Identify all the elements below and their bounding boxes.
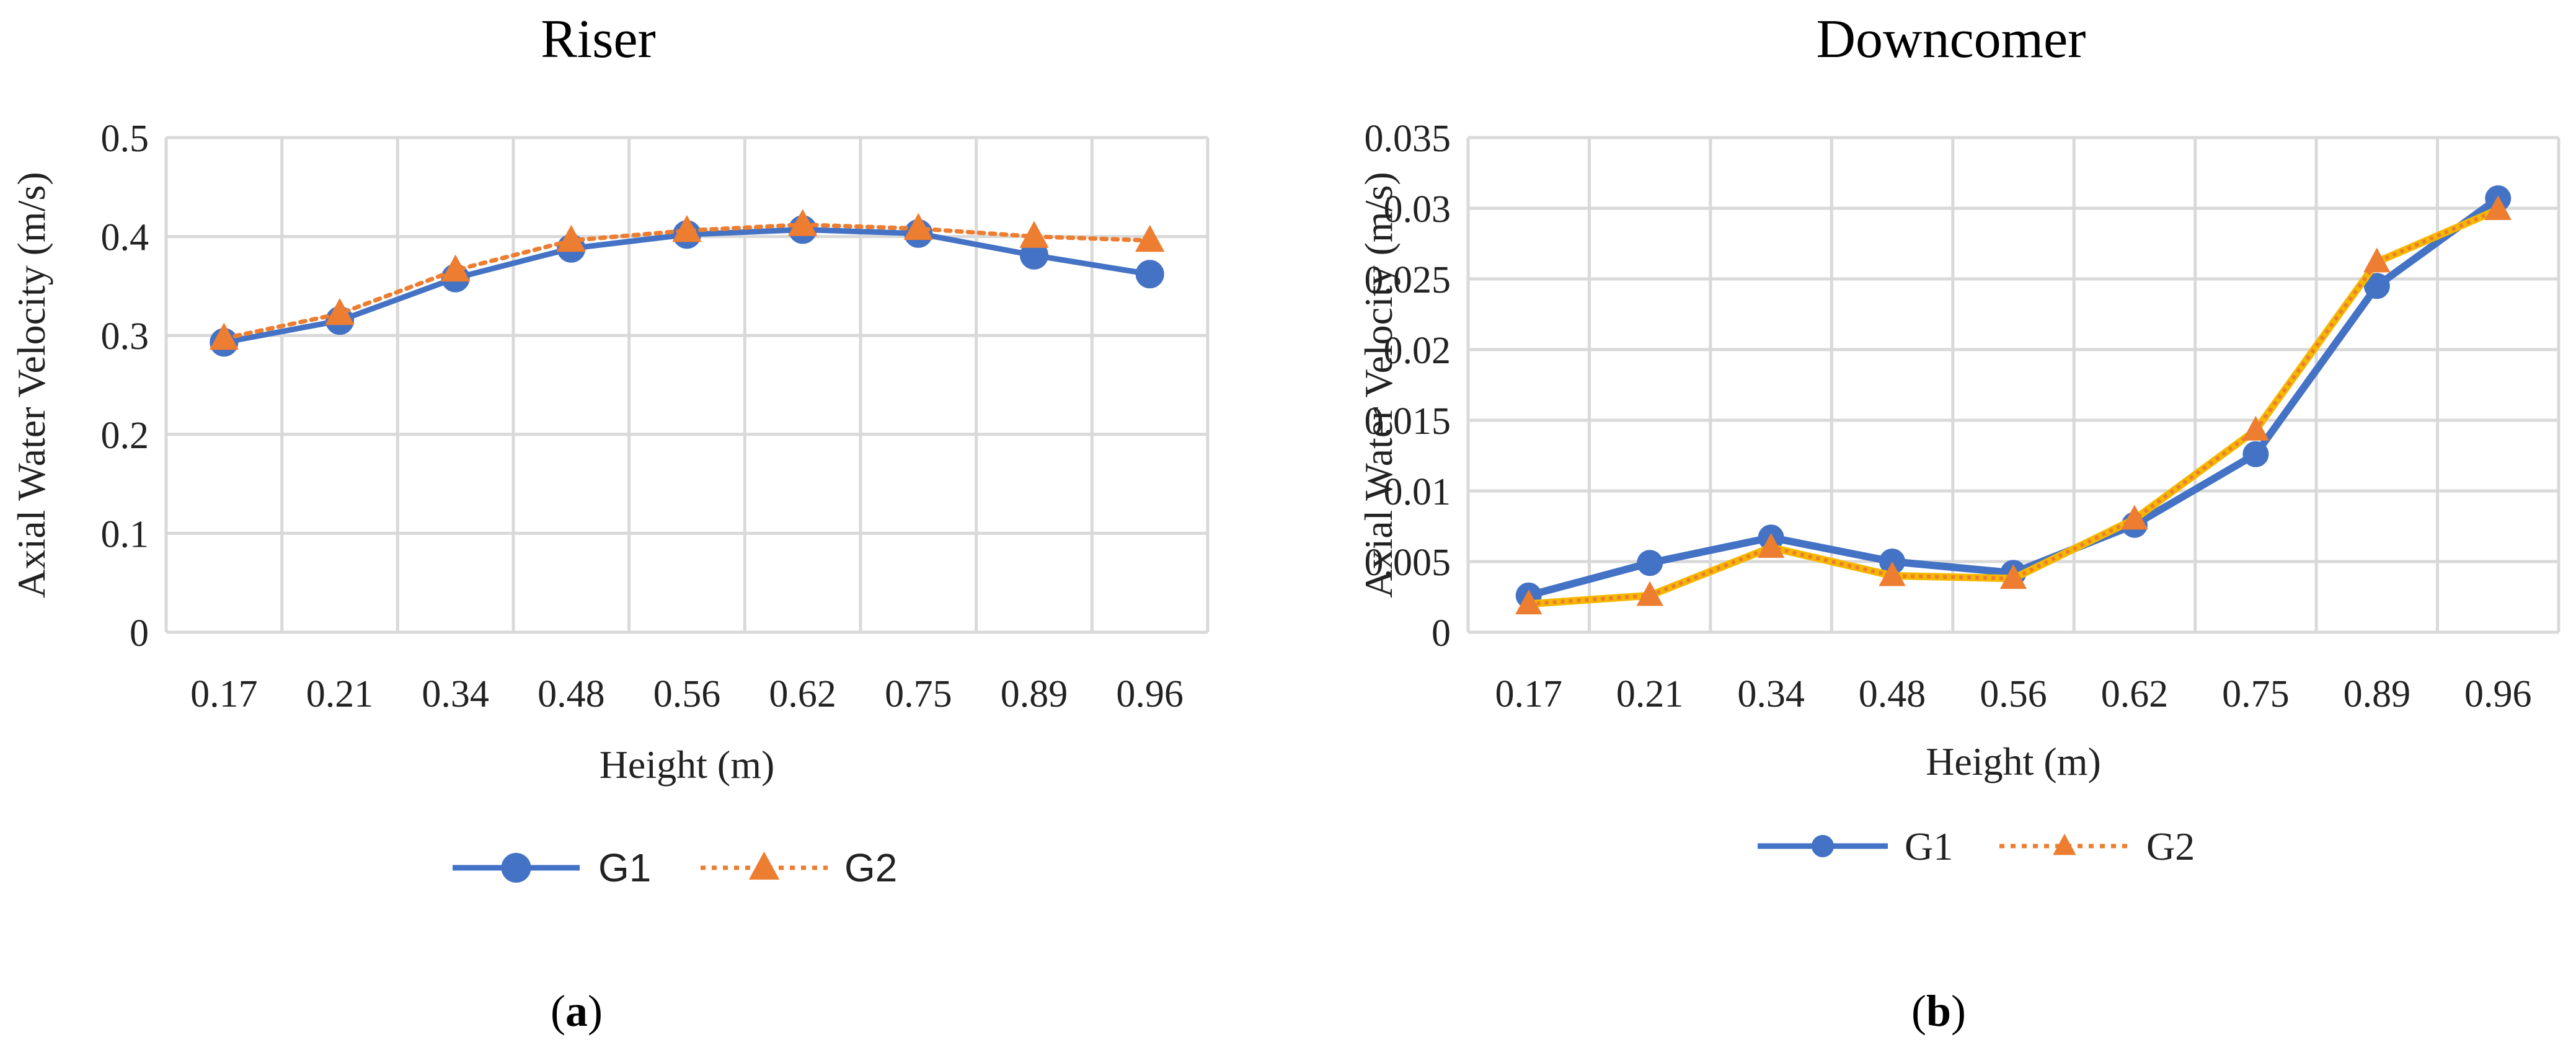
- x-tick-label: 0.17: [1495, 673, 1562, 715]
- y-tick-label: 0.015: [1365, 400, 1451, 443]
- data-point-g2: [440, 254, 471, 282]
- data-point-g1: [1135, 260, 1164, 289]
- series-line-g1: [1525, 195, 2502, 599]
- panel-label-letter: b: [1926, 986, 1951, 1036]
- x-tick-label: 0.48: [538, 673, 605, 715]
- legend-label-g2: G2: [844, 845, 897, 890]
- panel-label-open: (: [551, 986, 565, 1036]
- data-point-g2: [556, 224, 586, 252]
- data-point-g1: [1637, 550, 1663, 576]
- data-point-g1: [2363, 273, 2390, 299]
- legend-marker-g2: [2053, 834, 2076, 855]
- data-point-g2: [1135, 224, 1165, 252]
- data-point-g2: [1757, 533, 1785, 558]
- data-point-g1: [2242, 441, 2269, 467]
- y-tick-label: 0.2: [101, 415, 149, 457]
- data-point-g2: [209, 322, 239, 350]
- x-tick-label: 0.62: [2101, 673, 2169, 715]
- data-point-g2: [2242, 415, 2270, 441]
- data-point-g2: [2484, 195, 2512, 221]
- chart-title: Riser: [541, 9, 656, 69]
- x-tick-label: 0.17: [190, 673, 258, 715]
- data-point-g2: [1515, 589, 1543, 615]
- y-tick-label: 0.5: [101, 118, 149, 160]
- series-line-g2: [1525, 206, 2502, 608]
- y-tick-label: 0.01: [1384, 471, 1451, 513]
- x-axis-label: Height (m): [600, 743, 775, 787]
- data-point-g2: [903, 213, 934, 240]
- y-axis-label: Axial Water Velocity (m/s): [9, 172, 53, 598]
- legend-marker-g1: [1812, 835, 1834, 857]
- data-point-g2: [1879, 561, 1906, 586]
- x-tick-label: 0.89: [1001, 673, 1068, 715]
- x-tick-label: 0.96: [1116, 673, 1184, 715]
- panel-label-close: ): [588, 986, 603, 1036]
- x-tick-label: 0.21: [1616, 673, 1684, 715]
- legend: G1 G2: [1758, 824, 2195, 868]
- y-axis-label: Axial Water Velocity (m/s): [1357, 172, 1401, 598]
- y-tick-label: 0.005: [1365, 542, 1451, 584]
- data-point-g2: [787, 209, 818, 236]
- legend-label-g1: G1: [598, 845, 651, 890]
- x-tick-label: 0.21: [306, 673, 374, 715]
- x-tick-label: 0.96: [2464, 673, 2532, 715]
- legend-label-g1: G1: [1905, 824, 1953, 868]
- data-point-g2: [1999, 564, 2027, 589]
- data-point-g2: [2121, 505, 2148, 530]
- series-g1: [1515, 185, 2512, 609]
- data-point-g2: [1019, 221, 1049, 248]
- x-tick-label: 0.56: [653, 673, 721, 715]
- y-tick-label: 0.1: [101, 513, 149, 555]
- y-tick-label: 0: [130, 612, 149, 655]
- x-tick-label: 0.75: [885, 673, 952, 715]
- panel-label: (b): [1911, 986, 1966, 1036]
- series-line-g2-dots: [1528, 208, 2499, 606]
- x-tick-label: 0.48: [1859, 673, 1926, 715]
- y-tick-label: 0: [1432, 612, 1451, 655]
- chart-downcomer: Downcomer 0 0.005 0.01 0.015 0.02 0.025 0.03 0.0…: [1357, 9, 2561, 1036]
- legend: G1 G2: [453, 845, 897, 890]
- chart-riser: Riser 0 0.1 0.2 0.3 0.4 0.5 0.17 0.21 0.34 0.48 0.5…: [9, 9, 1210, 1036]
- y-tick-label: 0.035: [1365, 118, 1451, 160]
- panel-label-open: (: [1911, 986, 1926, 1036]
- x-tick-label: 0.56: [1980, 673, 2047, 715]
- x-tick-label: 0.34: [1737, 673, 1805, 715]
- chart-title: Downcomer: [1817, 9, 2086, 69]
- x-tick-label: 0.62: [769, 673, 836, 715]
- y-tick-label: 0.03: [1384, 188, 1451, 231]
- x-tick-label: 0.89: [2344, 673, 2411, 715]
- data-point-g2: [672, 214, 702, 242]
- legend-label-g2: G2: [2146, 824, 2195, 868]
- y-tick-label: 0.3: [101, 315, 149, 358]
- series-line-g2: [221, 222, 1153, 341]
- panel-label-close: ): [1951, 986, 1966, 1036]
- legend-marker-g1: [501, 853, 531, 883]
- x-axis-label: Height (m): [1926, 739, 2101, 783]
- panel-label-letter: a: [565, 986, 588, 1036]
- x-tick-label: 0.75: [2222, 673, 2290, 715]
- series-g2: [1515, 195, 2512, 615]
- panel-label: (a): [551, 986, 603, 1036]
- y-tick-label: 0.4: [101, 217, 149, 259]
- data-point-g2: [1636, 581, 1663, 606]
- data-point-g2: [2363, 247, 2391, 273]
- x-tick-label: 0.34: [422, 673, 489, 715]
- data-point-g2: [325, 298, 355, 325]
- y-tick-label: 0.025: [1365, 259, 1451, 301]
- series-g2: [209, 209, 1165, 350]
- legend-marker-g2: [748, 851, 780, 880]
- y-tick-label: 0.02: [1384, 330, 1451, 372]
